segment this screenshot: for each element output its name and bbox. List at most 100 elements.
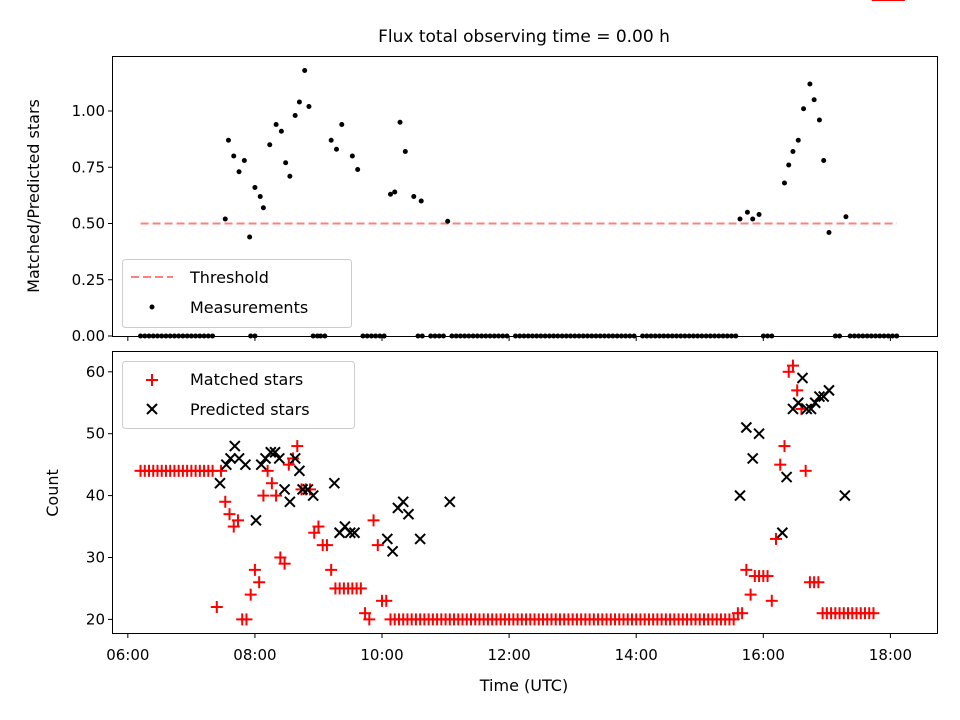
predicted-star-point (344, 527, 356, 539)
matched-star-point (261, 464, 274, 477)
matched-star-point (782, 365, 795, 378)
matched-star-point (312, 520, 325, 533)
bottom-y-tick-label: 50 (86, 425, 105, 443)
measurement-point (445, 218, 451, 224)
chart-title: Flux total observing time = 0.00 h (378, 27, 670, 47)
top-y-tick-label: 0.50 (72, 215, 105, 233)
top-legend-box (122, 259, 352, 328)
matched-star-point (274, 551, 287, 564)
measurement-point (756, 212, 762, 217)
matched-star-point (363, 613, 376, 626)
matched-star-point (320, 539, 333, 552)
measurement-point (292, 113, 298, 118)
measurement-point (781, 180, 787, 186)
matched-star-point (354, 582, 367, 595)
matched-star-point (774, 458, 787, 471)
matched-star-point (359, 607, 372, 620)
predicted-star-point (753, 427, 765, 440)
measurement-point (225, 137, 231, 143)
predicted-star-point (386, 545, 399, 558)
measurement-point (302, 68, 308, 73)
matched-star-point (278, 557, 291, 570)
bottom-y-tick-label: 30 (86, 548, 105, 566)
predicted-star-point (269, 446, 281, 458)
measurement-point (411, 194, 417, 199)
measurement-point (786, 162, 792, 168)
bottom-y-axis-label: Count (43, 469, 62, 517)
predicted-star-point (255, 458, 267, 471)
measurement-point (306, 104, 312, 109)
legend-threshold-label: Threshold (189, 268, 269, 287)
predicted-star-point (214, 477, 226, 489)
predicted-star-point (734, 489, 746, 502)
matched-star-point (367, 514, 380, 527)
predicted-star-point (348, 527, 361, 539)
matched-star-point (248, 563, 261, 576)
legend-matched-swatch (146, 374, 158, 386)
legend-predicted-swatch (146, 403, 158, 415)
measurement-point (750, 216, 756, 222)
bottom-legend-box (122, 361, 355, 429)
matched-star-point (219, 495, 232, 508)
measurement-point (339, 122, 345, 127)
bottom-y-tick-label: 60 (86, 363, 105, 381)
predicted-star-point (278, 483, 291, 496)
bottom-plot-panel: 20 30 40 50 60 06:00 08:00 10:00 12:00 14:00 16:0… (43, 0, 938, 695)
predicted-star-point (273, 452, 285, 465)
predicted-star-point (801, 403, 813, 415)
matched-star-point (253, 576, 266, 589)
measurement-point (328, 137, 334, 143)
measurement-point (260, 205, 266, 211)
measurement-point (418, 198, 424, 204)
measurement-point (801, 106, 807, 112)
matched-star-point (791, 384, 804, 397)
predicted-star-point (747, 452, 759, 465)
matched-star-point (244, 588, 257, 601)
measurement-point (273, 122, 279, 127)
matched-star-point (270, 489, 283, 502)
predicted-star-point (796, 372, 809, 384)
measurement-point (252, 185, 258, 190)
matched-star-point (744, 588, 757, 601)
predicted-star-point (284, 496, 296, 508)
matched-star-point (736, 607, 749, 620)
predicted-star-point (402, 508, 415, 520)
predicted-star-point (307, 489, 319, 502)
matched-star-point (240, 613, 253, 626)
measurement-point (821, 158, 827, 163)
measurement-point (333, 146, 339, 152)
x-tick-label: 06:00 (106, 646, 149, 664)
predicted-star-point (839, 489, 851, 502)
matched-star-point (325, 563, 338, 576)
predicted-star-point (813, 390, 826, 403)
top-y-tick-label: 1.00 (72, 102, 105, 120)
legend-matched-label: Matched stars (190, 370, 303, 389)
measurement-point (247, 234, 253, 240)
bottom-legend: Matched stars Predicted stars (122, 361, 355, 429)
matched-star-point (812, 576, 825, 589)
matched-star-point (761, 570, 774, 583)
measurement-point (283, 160, 289, 166)
predicted-star-point (397, 496, 409, 508)
matched-star-point (231, 514, 244, 527)
measurement-point (222, 216, 228, 222)
predicted-star-point (780, 471, 793, 483)
measurement-point (241, 158, 247, 163)
matched-star-point (799, 464, 812, 477)
x-tick-label: 18:00 (869, 646, 912, 664)
predicted-star-point (328, 477, 341, 489)
matched-star-point (291, 440, 304, 453)
matched-star-point (380, 594, 393, 607)
matched-star-point (867, 607, 880, 620)
predicted-star-point (229, 440, 241, 452)
matched-star-point (765, 594, 778, 607)
measurement-point (355, 167, 361, 172)
top-y-axis-label: Matched/Predicted stars (24, 99, 43, 293)
predicted-star-point (809, 397, 821, 409)
predicted-star-point (823, 384, 835, 397)
predicted-star-point (740, 421, 753, 434)
bottom-plot-frame (112, 351, 938, 634)
matched-star-point (265, 477, 278, 490)
measurement-point (236, 169, 242, 175)
